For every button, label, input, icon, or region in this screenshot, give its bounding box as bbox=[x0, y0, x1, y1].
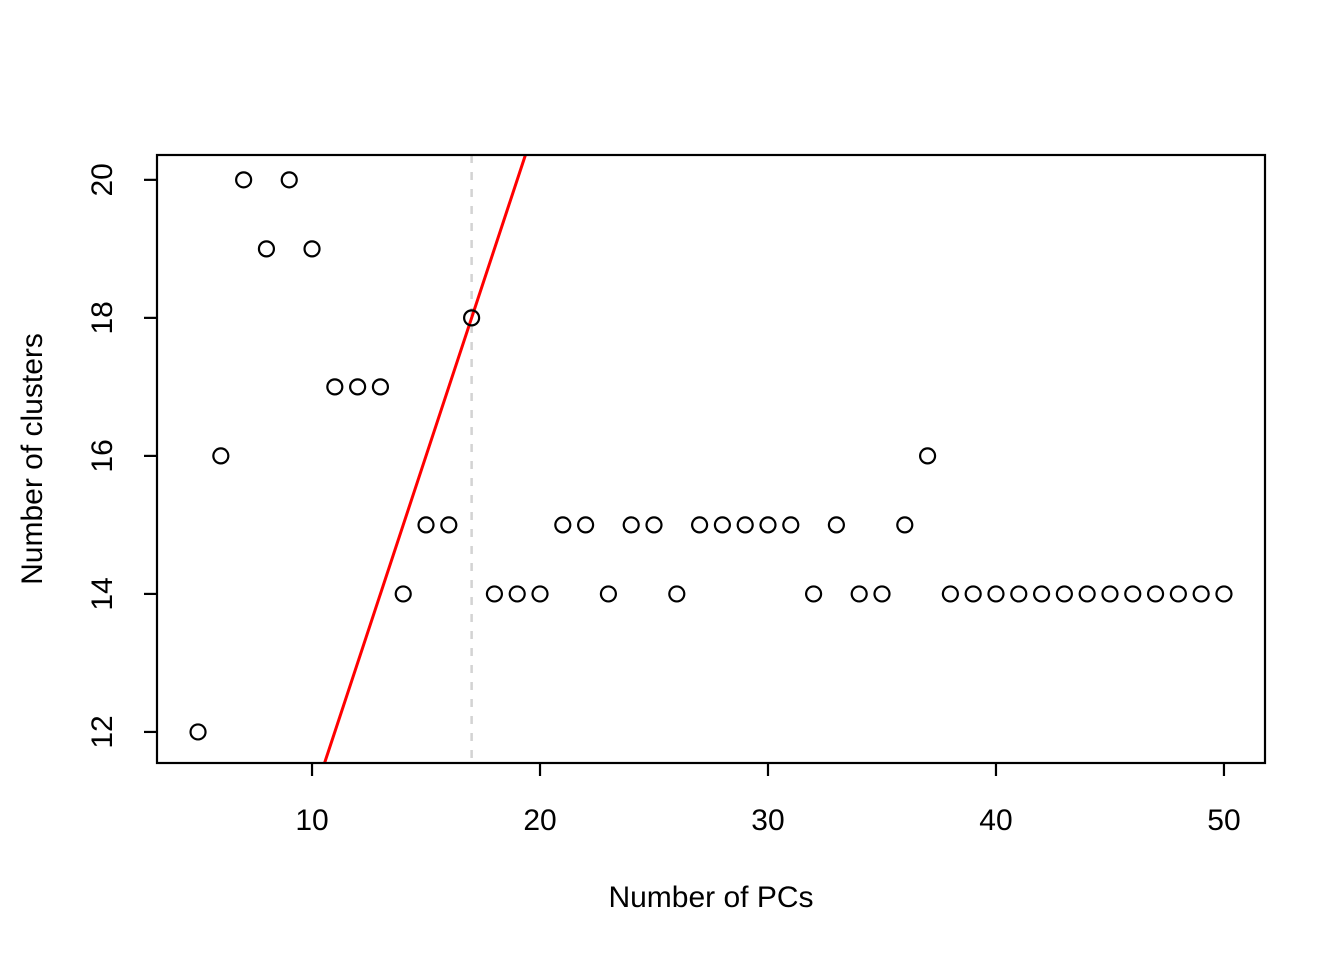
data-point bbox=[1192, 585, 1210, 603]
data-point bbox=[417, 516, 435, 534]
data-point bbox=[668, 585, 686, 603]
data-point bbox=[873, 585, 891, 603]
data-point bbox=[987, 585, 1005, 603]
y-tick-label: 12 bbox=[86, 715, 119, 748]
data-point bbox=[713, 516, 731, 534]
data-point bbox=[212, 447, 230, 465]
data-point bbox=[440, 516, 458, 534]
fit-line bbox=[323, 154, 527, 764]
y-tick-label: 14 bbox=[86, 577, 119, 610]
x-tick-label: 40 bbox=[979, 804, 1012, 837]
data-point bbox=[850, 585, 868, 603]
x-tick-label: 50 bbox=[1207, 804, 1240, 837]
data-point bbox=[827, 516, 845, 534]
y-axis-label: Number of clusters bbox=[16, 333, 49, 585]
data-point bbox=[1032, 585, 1051, 603]
x-tick-label: 20 bbox=[523, 804, 556, 837]
data-point bbox=[804, 585, 823, 603]
data-point bbox=[326, 378, 344, 396]
data-point bbox=[645, 516, 663, 534]
data-point bbox=[941, 585, 959, 603]
data-point bbox=[1078, 585, 1096, 603]
data-point bbox=[1215, 585, 1233, 603]
y-tick-label: 18 bbox=[86, 301, 119, 334]
data-point bbox=[554, 516, 572, 534]
x-tick-label: 30 bbox=[751, 804, 784, 837]
data-point bbox=[485, 585, 504, 603]
data-point bbox=[1010, 585, 1028, 603]
data-point bbox=[280, 171, 298, 189]
data-point bbox=[691, 516, 709, 534]
data-point bbox=[508, 585, 526, 603]
data-point bbox=[1169, 585, 1187, 603]
y-tick-label: 20 bbox=[86, 163, 119, 196]
data-point bbox=[235, 171, 253, 189]
data-point bbox=[1146, 585, 1165, 603]
y-tick-label: 16 bbox=[86, 439, 119, 472]
reference-lines-layer bbox=[323, 154, 527, 764]
data-point bbox=[463, 309, 481, 327]
x-axis-label: Number of PCs bbox=[608, 881, 813, 914]
axes-layer: 10 20 30 40 50 12 14 16 18 20 bbox=[86, 163, 1241, 837]
data-point bbox=[896, 516, 914, 534]
data-point bbox=[257, 240, 276, 258]
data-point bbox=[577, 516, 595, 534]
data-point bbox=[303, 240, 321, 258]
data-point bbox=[782, 516, 800, 534]
data-point bbox=[759, 516, 777, 534]
x-tick-label: 10 bbox=[295, 804, 328, 837]
plot-box-border bbox=[155, 153, 1267, 765]
data-point bbox=[1101, 585, 1119, 603]
data-point bbox=[964, 585, 982, 603]
data-point bbox=[736, 516, 754, 534]
data-point bbox=[1055, 585, 1073, 603]
data-point bbox=[531, 585, 549, 603]
data-point bbox=[349, 378, 367, 396]
data-points-layer bbox=[189, 171, 1233, 741]
data-point bbox=[189, 723, 207, 741]
data-point bbox=[1124, 585, 1142, 603]
data-point bbox=[599, 585, 618, 603]
data-point bbox=[371, 378, 390, 396]
data-point bbox=[622, 516, 640, 534]
data-point bbox=[394, 585, 412, 603]
data-point bbox=[918, 447, 937, 465]
